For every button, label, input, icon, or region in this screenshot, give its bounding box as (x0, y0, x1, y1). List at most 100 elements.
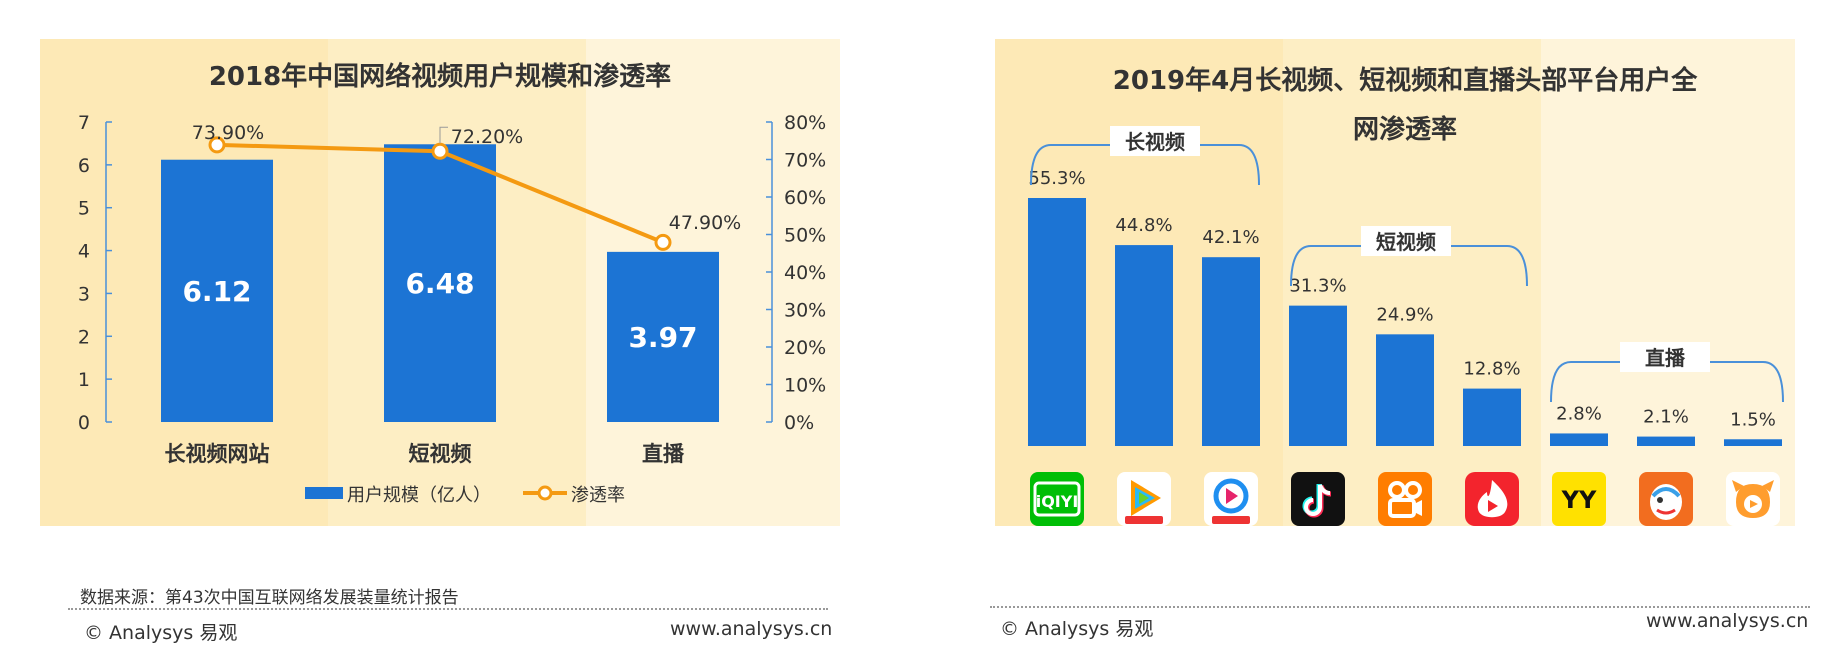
right-chart-panel: 2019年4月长视频、短视频和直播头部平台用户全 网渗透率 55.3% 44.8% 42… (995, 39, 1795, 526)
bar (384, 144, 496, 422)
left-chart-panel: 2018年中国网络视频用户规模和渗透率 0 1 2 3 4 5 6 7 0% 10% 20% 30% 40… (40, 39, 840, 526)
bar-value-label: 1.5% (1730, 409, 1776, 430)
icon-note-white (1304, 484, 1331, 516)
huoshan-icon (1465, 472, 1519, 526)
live-stream-group-label-box (1620, 342, 1710, 372)
x-tick-label: 直播 (642, 442, 685, 466)
bar-value-label: 44.8% (1115, 215, 1172, 236)
yy-icon: YY (1552, 472, 1606, 526)
bar (1463, 388, 1521, 446)
y2-tick-label: 20% (784, 337, 826, 359)
icon-play (1488, 500, 1498, 512)
y2-tick-label: 40% (784, 262, 826, 284)
bar (161, 159, 273, 422)
bar (607, 251, 719, 422)
left-copyright: © Analysys 易观 (84, 622, 238, 644)
label-leader (439, 126, 448, 144)
icon-fin (1651, 487, 1681, 498)
icon-play-inner (1139, 492, 1149, 504)
bar-value-label: 24.9% (1376, 304, 1433, 325)
bar-value-label: 2.8% (1556, 403, 1602, 424)
icon-reel-2 (1404, 481, 1422, 499)
icon-banner (1212, 516, 1250, 524)
icon-bg (1552, 472, 1606, 526)
y2-tick-label: 70% (784, 150, 826, 172)
douyu-icon (1726, 472, 1780, 526)
legend-swatch-marker (537, 485, 553, 501)
line-value-label: 72.20% (451, 126, 523, 148)
x-tick-label: 短视频 (409, 442, 472, 466)
icon-flame (1477, 480, 1508, 518)
y-tick-label: 5 (78, 198, 90, 220)
bar (1028, 198, 1086, 446)
line-point (208, 136, 226, 154)
iqiyi-icon: iQIYI (1030, 472, 1084, 526)
line-value-label: 47.90% (669, 212, 741, 234)
legend-label: 用户规模（亿人） (347, 485, 491, 506)
long-video-group-label: 长视频 (1125, 130, 1185, 154)
left-footer-divider (68, 608, 828, 610)
right-copyright: © Analysys 易观 (1000, 618, 1154, 640)
chart-title: 2018年中国网络视频用户规模和渗透率 (209, 61, 671, 92)
y2-tick-label: 60% (784, 187, 826, 209)
huya-icon (1639, 472, 1693, 526)
icon-banner (1125, 516, 1163, 524)
icon-text: iQIYI (1036, 492, 1079, 511)
bar-value-label: 12.8% (1463, 359, 1520, 380)
bar (1724, 439, 1782, 446)
live-stream-group-label: 直播 (1645, 346, 1686, 370)
line-point (431, 142, 449, 160)
bar (1550, 433, 1608, 446)
short-video-group-label: 短视频 (1376, 230, 1436, 254)
douyin-icon (1291, 472, 1345, 526)
y-tick-label: 1 (78, 369, 90, 391)
y-tick-label: 7 (78, 112, 90, 134)
kuaishou-icon (1378, 472, 1432, 526)
right-site-link[interactable]: www.analysys.cn (1646, 610, 1809, 632)
bar-value-label: 42.1% (1202, 227, 1259, 248)
icon-play (1226, 488, 1238, 504)
left-site-link[interactable]: www.analysys.cn (670, 618, 833, 640)
bar (1637, 436, 1695, 446)
bar-value-label: 2.1% (1643, 407, 1689, 428)
y-tick-label: 6 (78, 155, 90, 177)
y-tick-label: 2 (78, 326, 90, 348)
chart-title-line: 2019年4月长视频、短视频和直播头部平台用户全 (1113, 65, 1698, 96)
y2-tick-label: 0% (784, 412, 814, 434)
bar-value-label: 55.3% (1028, 168, 1085, 189)
y-tick-label: 4 (78, 241, 90, 263)
right-footer-divider (990, 606, 1810, 608)
y2-tick-label: 80% (784, 112, 826, 134)
short-video-group-label-box (1361, 226, 1451, 256)
icon-frame (1033, 481, 1081, 517)
tencent-video-icon (1117, 472, 1171, 526)
icon-bg (1030, 472, 1084, 526)
line-value-label: 73.90% (192, 122, 264, 144)
y2-tick-label: 10% (784, 375, 826, 397)
bar-value-label: 6.48 (405, 267, 474, 300)
bar (1202, 257, 1260, 446)
icon-play (1750, 500, 1758, 508)
y-tick-label: 3 (78, 283, 90, 305)
bar (1115, 245, 1173, 446)
icon-lens (1414, 500, 1422, 516)
y-tick-label: 0 (78, 412, 90, 434)
x-tick-label: 长视频网站 (165, 442, 270, 466)
icon-text: YY (1561, 486, 1597, 514)
chart-title-line: 网渗透率 (1353, 114, 1457, 145)
y2-tick-label: 30% (784, 300, 826, 322)
long-video-group-label-box (1110, 126, 1200, 156)
bar-value-label: 31.3% (1289, 276, 1346, 297)
source-note: 数据来源：第43次中国互联网络发展装量统计报告 (80, 588, 459, 608)
left-chart: 2018年中国网络视频用户规模和渗透率012345670%10%20%30%40… (40, 39, 840, 526)
bar-value-label: 3.97 (628, 321, 697, 354)
icon-ears (1732, 480, 1774, 492)
icon-ring (1213, 478, 1249, 514)
bar (1376, 334, 1434, 446)
icon-eye (1657, 497, 1663, 503)
bar (1289, 305, 1347, 446)
youku-icon (1204, 472, 1258, 526)
legend-swatch-bar (305, 487, 343, 499)
bar-value-label: 6.12 (182, 275, 251, 308)
